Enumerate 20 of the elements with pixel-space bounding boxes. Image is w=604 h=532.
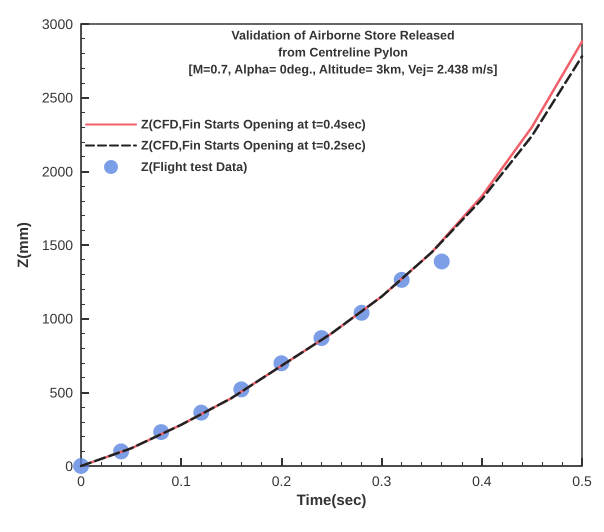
x-axis-title: Time(sec) xyxy=(296,492,366,509)
y-tick-label: 1500 xyxy=(42,237,74,253)
x-tick-label: 0.2 xyxy=(272,473,292,489)
y-tick-label: 3000 xyxy=(42,16,74,32)
x-tick-label: 0.4 xyxy=(472,473,492,489)
legend-label: Z(Flight test Data) xyxy=(141,160,248,174)
y-tick-label: 500 xyxy=(50,384,74,400)
legend-label: Z(CFD,Fin Starts Opening at t=0.2sec) xyxy=(141,138,366,152)
text: Validation of Airborne Store Released from Centreline Pylon [M=0.7, Alpha= 0deg., Altitude= 3km, Vej= 2.438 m/s] xyxy=(188,28,498,76)
x-tick-label: 0.5 xyxy=(572,473,592,489)
y-tick-label: 2000 xyxy=(42,163,74,180)
y-tick-label: 0 xyxy=(65,458,74,474)
y-tick-label: 1000 xyxy=(42,310,74,327)
x-tick-label: 0.3 xyxy=(372,473,392,489)
y-tick-label: 2500 xyxy=(42,90,74,106)
x-tick-label: 0.1 xyxy=(172,473,192,489)
point xyxy=(434,254,450,270)
legend-label: Z(CFD,Fin Starts Opening at t=0.4sec) xyxy=(141,118,366,132)
x-tick-label: 0 xyxy=(77,473,86,489)
y-axis-title: Z(mm) xyxy=(15,222,32,268)
